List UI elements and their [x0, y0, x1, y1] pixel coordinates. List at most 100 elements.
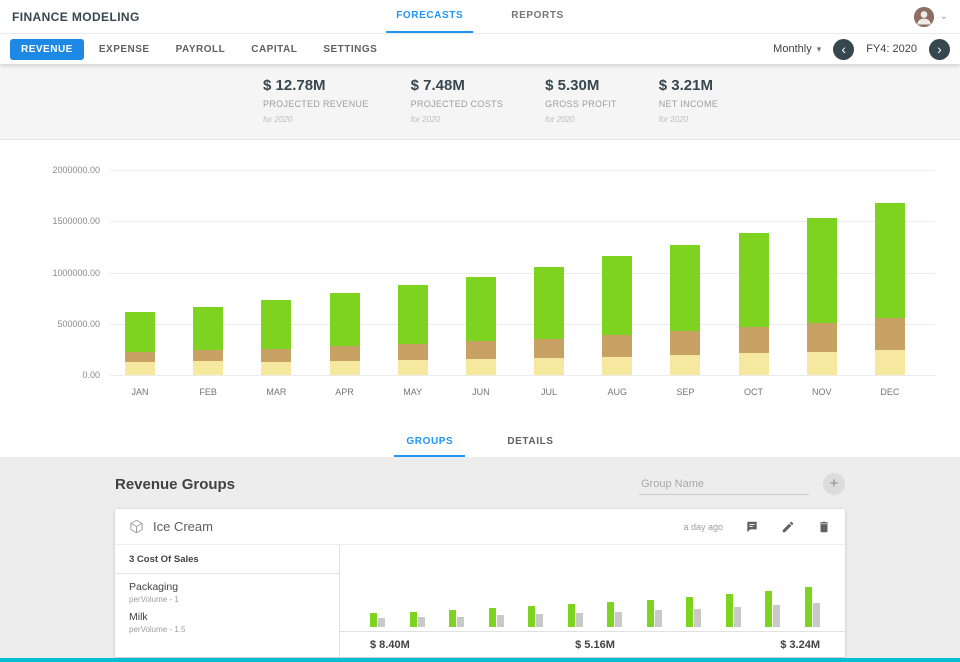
mini-bar-group-sep — [686, 596, 702, 627]
mini-bar-revenue — [567, 604, 575, 627]
chart-column-jul: JUL — [534, 170, 565, 397]
stats-bar: $ 12.78M PROJECTED REVENUE for 2020 $ 7.48M… — [0, 64, 960, 140]
mini-bar-cost — [694, 608, 702, 627]
chart-column-nov: NOV — [806, 170, 837, 397]
bar-segment-top-green — [261, 300, 292, 349]
bar-segment-middle-tan — [806, 322, 837, 352]
mini-bar-revenue — [646, 599, 654, 627]
bar-aug[interactable] — [602, 256, 633, 375]
cost-item-packaging[interactable]: Packaging perVolume - 1 — [115, 574, 339, 604]
section-tab-groups[interactable]: GROUPS — [394, 428, 466, 457]
mini-bar-group-jan — [370, 612, 385, 627]
bar-dec[interactable] — [874, 202, 905, 375]
mini-bar-revenue — [765, 590, 773, 627]
bar-segment-middle-tan — [193, 350, 224, 362]
toolbar-item-capital[interactable]: CAPITAL — [251, 43, 298, 55]
x-axis-label: DEC — [880, 387, 900, 397]
stat-net-income: $ 3.21M NET INCOME for 2020 — [659, 77, 718, 139]
bar-segment-top-green — [193, 307, 224, 351]
x-axis-label: FEB — [199, 387, 217, 397]
prev-year-button[interactable]: ‹ — [833, 38, 855, 60]
mini-bar-cost — [733, 606, 741, 627]
bar-apr[interactable] — [329, 293, 360, 375]
group-total-1: $ 5.16M — [575, 638, 615, 651]
bar-sep[interactable] — [670, 244, 701, 375]
x-axis-label: NOV — [811, 387, 832, 397]
bar-jul[interactable] — [534, 267, 565, 375]
y-axis-tick: 1500000.00 — [52, 216, 100, 227]
bar-mar[interactable] — [261, 300, 292, 375]
edit-icon[interactable] — [781, 520, 795, 534]
mini-bar-group-oct — [725, 594, 741, 627]
gridline — [110, 221, 935, 223]
bar-nov[interactable] — [806, 218, 837, 375]
mini-bar-cost — [615, 611, 623, 627]
stat-subtitle: for 2020 — [545, 115, 575, 124]
bar-segment-bottom-yellow — [329, 360, 360, 375]
mini-bar-group-nov — [765, 590, 781, 627]
bar-feb[interactable] — [193, 307, 224, 375]
stat-subtitle: for 2020 — [263, 115, 293, 124]
chart-column-may: MAY — [397, 170, 428, 397]
stat-label: GROSS PROFIT — [545, 99, 617, 109]
delete-icon[interactable] — [817, 520, 831, 534]
toolbar-items: REVENUE EXPENSE PAYROLL CAPITAL SETTINGS — [10, 38, 388, 60]
bar-jun[interactable] — [465, 276, 496, 375]
section-tabs: GROUPS DETAILS — [0, 428, 960, 457]
mini-bar-cost — [496, 615, 504, 627]
gridline — [110, 272, 935, 274]
revenue-chart-section: 2000000.00 1500000.00 1000000.00 500000.00 0… — [0, 140, 960, 428]
cost-items: Packaging perVolume - 1 Milk perVolume - 1.… — [115, 574, 339, 634]
y-axis-tick: 0.00 — [82, 370, 100, 380]
app-header: FINANCE MODELING FORECASTS REPORTS ⌄ — [0, 0, 960, 34]
group-name-input[interactable] — [639, 473, 809, 495]
gridline — [110, 170, 935, 171]
comment-icon[interactable] — [745, 520, 759, 534]
mini-bar-group-jun — [567, 604, 583, 627]
bar-oct[interactable] — [738, 232, 769, 375]
next-year-button[interactable]: › — [929, 38, 950, 60]
bar-segment-middle-tan — [738, 326, 769, 354]
bar-may[interactable] — [397, 284, 428, 375]
group-total-2: $ 3.24M — [780, 638, 820, 651]
totals-row: $ 8.40M $ 5.16M $ 3.24M — [340, 631, 845, 657]
bar-segment-middle-tan — [874, 318, 905, 350]
group-card-actions: a day ago — [683, 520, 831, 534]
mini-bar-group-jul — [607, 602, 623, 627]
bar-segment-middle-tan — [261, 348, 292, 362]
cost-of-sales-header: 3 Cost Of Sales — [115, 545, 339, 574]
header-tab-reports[interactable]: REPORTS — [511, 10, 564, 21]
mini-bar-revenue — [370, 612, 377, 627]
chart-columns: JAN FEB MAR APR MAY JUN JUL AUG SEP OCT NOV DEC — [125, 170, 905, 397]
stat-value: $ 3.21M — [658, 77, 713, 94]
toolbar-item-settings[interactable]: SETTINGS — [323, 43, 378, 55]
group-card: Ice Cream a day ago — [115, 509, 845, 657]
add-group-button[interactable]: + — [823, 473, 845, 495]
gridline — [110, 375, 935, 376]
header-tab-forecasts[interactable]: FORECASTS — [386, 0, 474, 33]
x-axis-label: APR — [335, 387, 354, 397]
stat-value: $ 12.78M — [263, 77, 326, 94]
bar-segment-middle-tan — [125, 351, 155, 363]
bar-segment-middle-tan — [534, 338, 565, 358]
bar-jan[interactable] — [125, 312, 155, 375]
avatar[interactable] — [913, 6, 934, 27]
cost-item-milk[interactable]: Milk perVolume - 1.5 — [115, 604, 339, 634]
group-card-body: 3 Cost Of Sales Packaging perVolume - 1 Mi… — [115, 545, 845, 657]
group-chart-column: $ 8.40M $ 5.16M $ 3.24M — [340, 545, 845, 657]
section-tab-details[interactable]: DETAILS — [507, 436, 554, 447]
caret-down-icon: ▾ — [816, 43, 822, 54]
period-select[interactable]: Monthly ▾ — [773, 43, 821, 55]
toolbar-item-expense[interactable]: EXPENSE — [98, 43, 150, 55]
package-icon — [129, 519, 144, 534]
toolbar-item-revenue[interactable]: REVENUE — [10, 38, 84, 60]
fiscal-year-label: FY4: 2020 — [866, 43, 917, 55]
x-axis-label: JUL — [541, 387, 558, 397]
mini-bar-cost — [812, 602, 820, 627]
bottom-accent-line — [0, 658, 960, 662]
mini-bar-group-may — [528, 606, 544, 627]
chevron-down-icon[interactable]: ⌄ — [939, 10, 948, 22]
toolbar-item-payroll[interactable]: PAYROLL — [175, 43, 226, 55]
period-select-value: Monthly — [773, 43, 812, 55]
bar-segment-bottom-yellow — [125, 362, 155, 375]
